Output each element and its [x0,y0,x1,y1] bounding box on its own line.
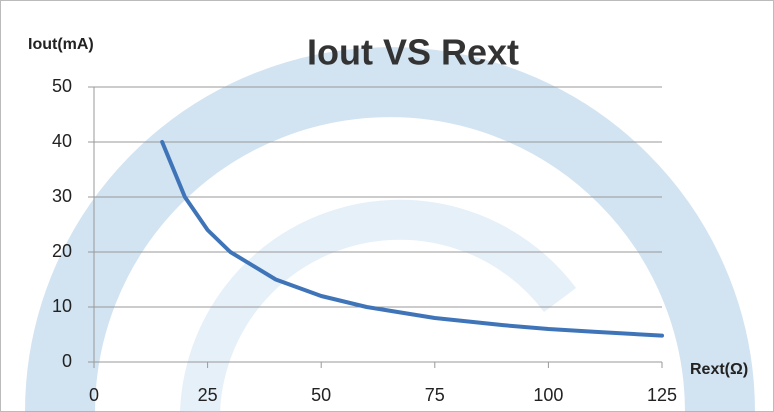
x-tick-label: 75 [425,385,445,405]
y-tick-label: 40 [52,131,72,151]
y-tick-label: 20 [52,241,72,261]
x-tick-label: 50 [311,385,331,405]
x-tick-label: 125 [647,385,677,405]
x-axis-label: Rext(Ω) [690,361,748,378]
watermark [25,47,755,412]
y-tick-label: 0 [62,351,72,371]
y-tick-label: 30 [52,186,72,206]
data-line [160,140,664,338]
x-tick-label: 0 [89,385,99,405]
chart-title: Iout VS Rext [307,32,519,73]
y-axis-label: Iout(mA) [28,36,94,53]
y-tick-label: 50 [52,76,72,96]
x-tick-label: 100 [533,385,563,405]
x-tick-label: 25 [198,385,218,405]
y-tick-label: 10 [52,296,72,316]
